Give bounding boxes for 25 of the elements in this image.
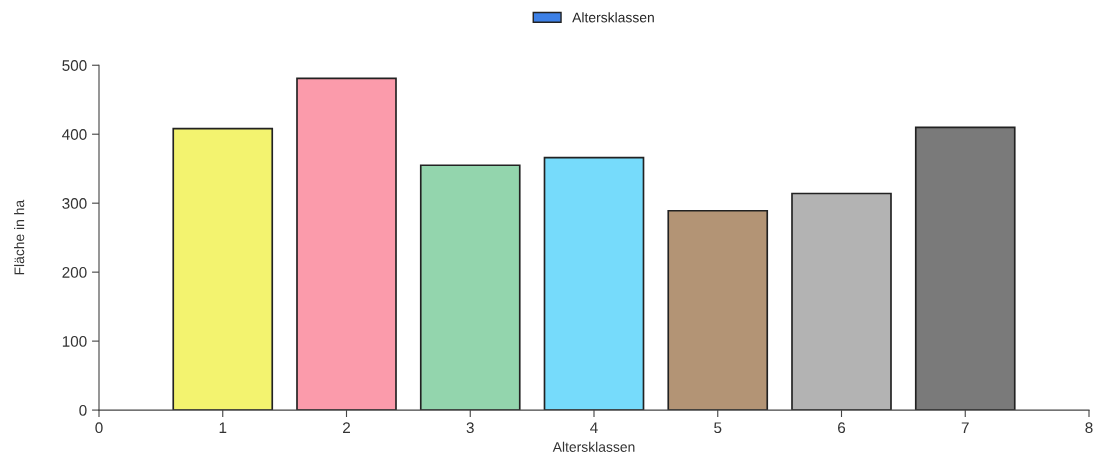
x-tick-label: 5	[714, 422, 722, 434]
x-tick-label: 2	[343, 422, 350, 433]
x-tick-label: 0	[95, 422, 103, 434]
x-tick-label: 4	[590, 422, 598, 433]
y-tick-label: 100	[62, 335, 87, 347]
bar	[419, 164, 521, 411]
bar	[791, 192, 892, 411]
y-tick-label: 200	[62, 267, 87, 278]
bar	[543, 156, 645, 411]
bar	[172, 127, 274, 411]
y-tick-label: 0	[79, 404, 87, 416]
y-tick-label: 300	[62, 198, 87, 209]
x-axis-title: Altersklassen	[552, 441, 635, 452]
text: Altersklassen	[572, 12, 654, 23]
x-tick-label: 8	[1085, 422, 1093, 434]
bar	[914, 126, 1016, 411]
x-tick-label: 7	[961, 422, 969, 433]
x-tick-label: 6	[838, 422, 846, 434]
bar	[296, 77, 397, 411]
x-tick-label: 3	[466, 422, 474, 434]
y-tick-label: 500	[62, 60, 87, 71]
y-tick-label: 400	[62, 129, 87, 140]
y-axis-title: Fläche in ha	[14, 199, 25, 275]
x-tick-label: 1	[219, 422, 227, 433]
bar	[667, 209, 769, 411]
